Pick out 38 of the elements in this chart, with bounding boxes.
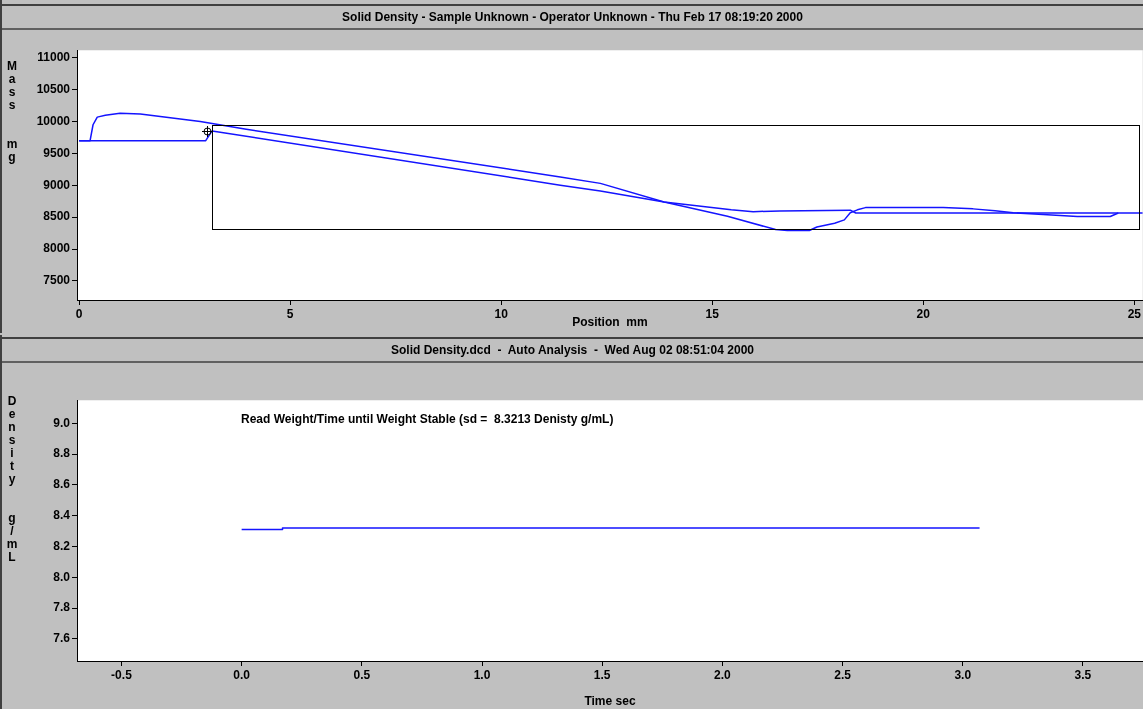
x-axis-title: Position mm [572, 315, 648, 330]
x-tick-label: 5 [286, 306, 294, 321]
x-tick-label: 20 [916, 306, 931, 321]
x-tick-label: 0 [75, 306, 83, 321]
y-tick-label: 7500 [43, 273, 71, 288]
y-tick-label: 9500 [43, 145, 71, 160]
y-tick-label: 9000 [43, 177, 71, 192]
y-tick-label: 8000 [43, 241, 71, 256]
y-tick-label: 8.6 [53, 477, 71, 492]
x-tick-label: 3.5 [1074, 667, 1092, 682]
x-tick-label: -0.5 [111, 667, 133, 682]
x-tick-label: 0.5 [353, 667, 371, 682]
chart-title: Solid Density.dcd - Auto Analysis - Wed Aug 02 08:51:04 2000 [2, 337, 1143, 363]
text: Mass mg [6, 59, 18, 164]
y-tick-label: 8500 [43, 209, 71, 224]
x-tick-label: 10 [494, 306, 509, 321]
x-tick-label: 1.0 [473, 667, 491, 682]
y-tick-label: 10000 [36, 113, 71, 128]
x-tick-label: 15 [705, 306, 720, 321]
x-tick-label: 25 [1127, 306, 1142, 321]
y-tick-label: 8.4 [53, 508, 71, 523]
chart-title: Solid Density - Sample Unknown - Operator Unknown - Thu Feb 17 08:19:20 2000 [2, 4, 1143, 30]
x-axis-title: Time sec [584, 694, 636, 709]
y-tick-label: 9.0 [53, 415, 71, 430]
y-tick-label: 8.8 [53, 446, 71, 461]
x-tick-label: 0.0 [233, 667, 251, 682]
x-tick-label: 1.5 [593, 667, 611, 682]
annotation: Read Weight/Time until Weight Stable (sd = 8.3213 Denisty g/mL) [241, 411, 614, 426]
y-tick-label: 8.0 [53, 569, 71, 584]
y-tick-label: 7.8 [53, 600, 71, 615]
x-tick-label: 2.0 [714, 667, 732, 682]
y-tick-label: 10500 [36, 82, 71, 97]
y-tick-label: 8.2 [53, 538, 71, 553]
text: Density g/mL [6, 394, 18, 564]
x-tick-label: 2.5 [834, 667, 852, 682]
y-tick-label: 7.6 [53, 631, 71, 646]
x-tick-label: 3.0 [954, 667, 972, 682]
y-tick-label: 11000 [37, 50, 71, 65]
